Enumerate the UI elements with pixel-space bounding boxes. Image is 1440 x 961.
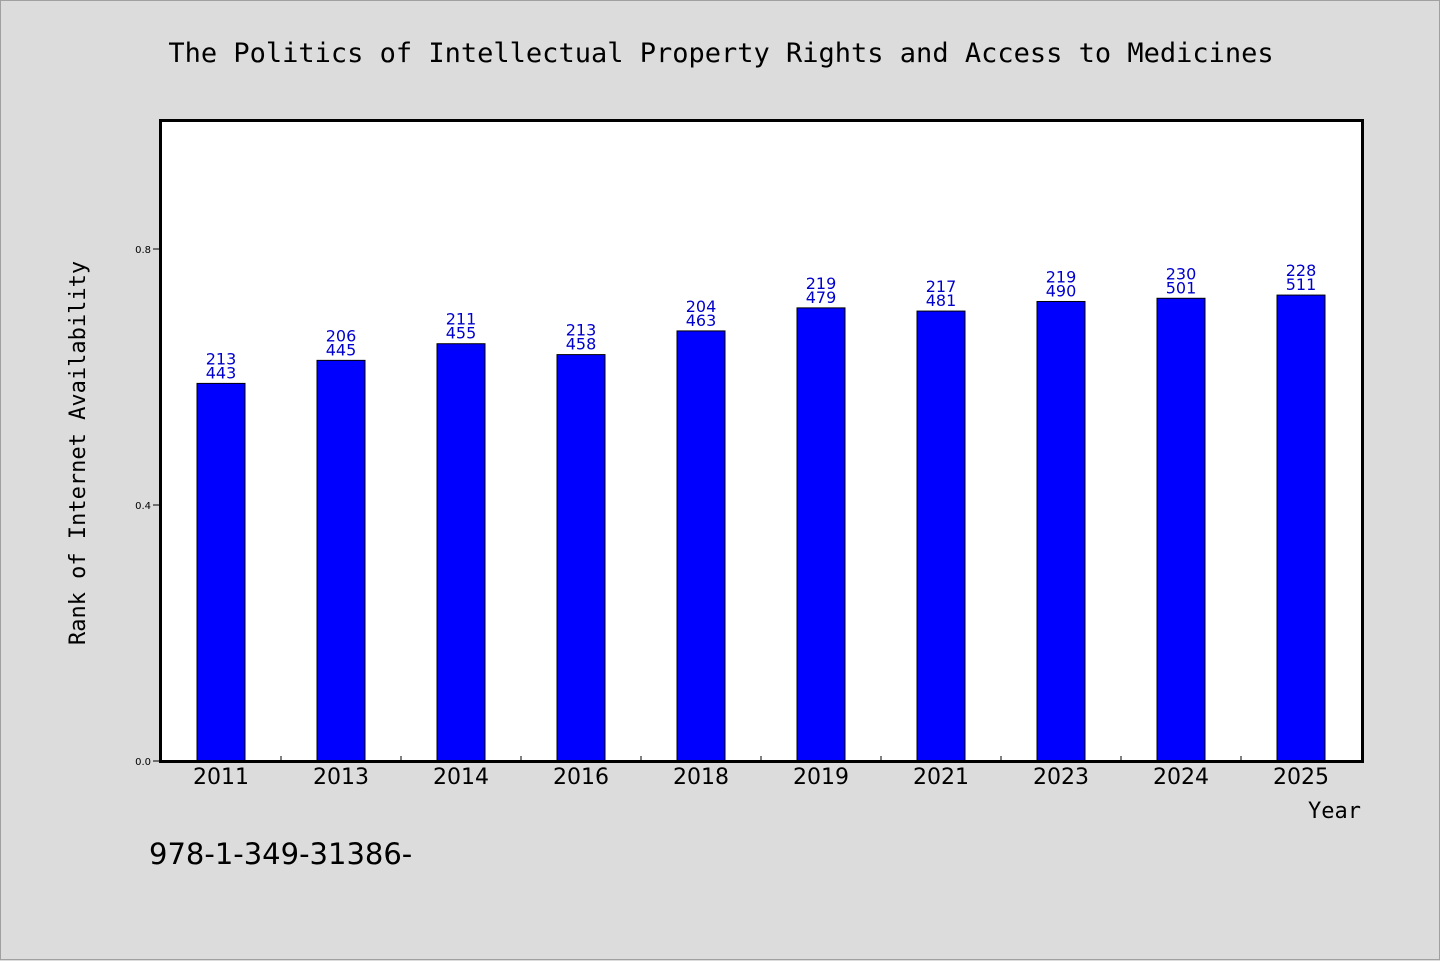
bar-label-top-2021: 217	[926, 277, 957, 296]
bar-label-bottom-2021: 481	[926, 291, 957, 310]
x-tick-label-2013: 2013	[313, 765, 369, 790]
footnote: 978-1-349-31386-	[149, 837, 412, 871]
bar-label-bottom-2023: 490	[1046, 281, 1077, 300]
bar-label-top-2018: 204	[686, 297, 717, 316]
bar-2019	[796, 307, 846, 762]
bar-2014	[436, 343, 486, 762]
bar-label-top-2014: 211	[446, 310, 477, 329]
bar-label-top-2024: 230	[1166, 264, 1197, 283]
y-axis-label: Rank of Internet Availability	[66, 261, 91, 645]
bar-label-bottom-2016: 458	[566, 335, 597, 354]
chart-title: The Politics of Intellectual Property Ri…	[168, 38, 1273, 69]
y-tick-label: 0.8	[135, 245, 151, 256]
x-axis-label: Year	[1308, 799, 1361, 824]
x-tick-label-2014: 2014	[433, 765, 489, 790]
x-tick-label-2024: 2024	[1153, 765, 1209, 790]
bar-label-bottom-2019: 479	[806, 288, 837, 307]
bar-label-top-2019: 219	[806, 274, 837, 293]
bar-label-bottom-2014: 455	[446, 324, 477, 343]
bar-label-bottom-2018: 463	[686, 311, 717, 330]
x-tick-label-2023: 2023	[1033, 765, 1089, 790]
bar-2025	[1276, 294, 1326, 762]
bar-2024	[1156, 297, 1206, 762]
x-tick-label-2016: 2016	[553, 765, 609, 790]
bar-label-top-2013: 206	[326, 326, 357, 345]
x-tick-label-2019: 2019	[793, 765, 849, 790]
bar-2013	[316, 359, 366, 762]
x-tick-label-2021: 2021	[913, 765, 969, 790]
bar-label-top-2011: 213	[206, 349, 237, 368]
y-tick-label: 0.0	[135, 757, 151, 768]
y-axis: 0.0 0.4 0.8	[135, 245, 161, 768]
bar-label-bottom-2025: 511	[1286, 275, 1317, 294]
bar-label-top-2023: 219	[1046, 267, 1077, 286]
x-tick-label-2011: 2011	[193, 765, 249, 790]
bars-layer	[196, 294, 1326, 762]
x-tick-label-2025: 2025	[1273, 765, 1329, 790]
y-tick-label: 0.4	[135, 501, 151, 512]
bar-2021	[916, 310, 966, 762]
bar-label-bottom-2024: 501	[1166, 278, 1197, 297]
bar-2018	[676, 330, 726, 762]
bar-label-top-2025: 228	[1286, 261, 1317, 280]
bar-2023	[1036, 300, 1086, 762]
x-tick-label-2018: 2018	[673, 765, 729, 790]
bar-label-bottom-2013: 445	[326, 340, 357, 359]
bar-label-top-2016: 213	[566, 321, 597, 340]
bar-2011	[196, 382, 246, 762]
x-axis: 2011 2013 2014 2016 2018 2019 2021 2023 2024 2025	[193, 756, 1329, 790]
bar-label-bottom-2011: 443	[206, 363, 237, 382]
bar-2016	[556, 354, 606, 762]
plot-border	[159, 119, 1364, 763]
